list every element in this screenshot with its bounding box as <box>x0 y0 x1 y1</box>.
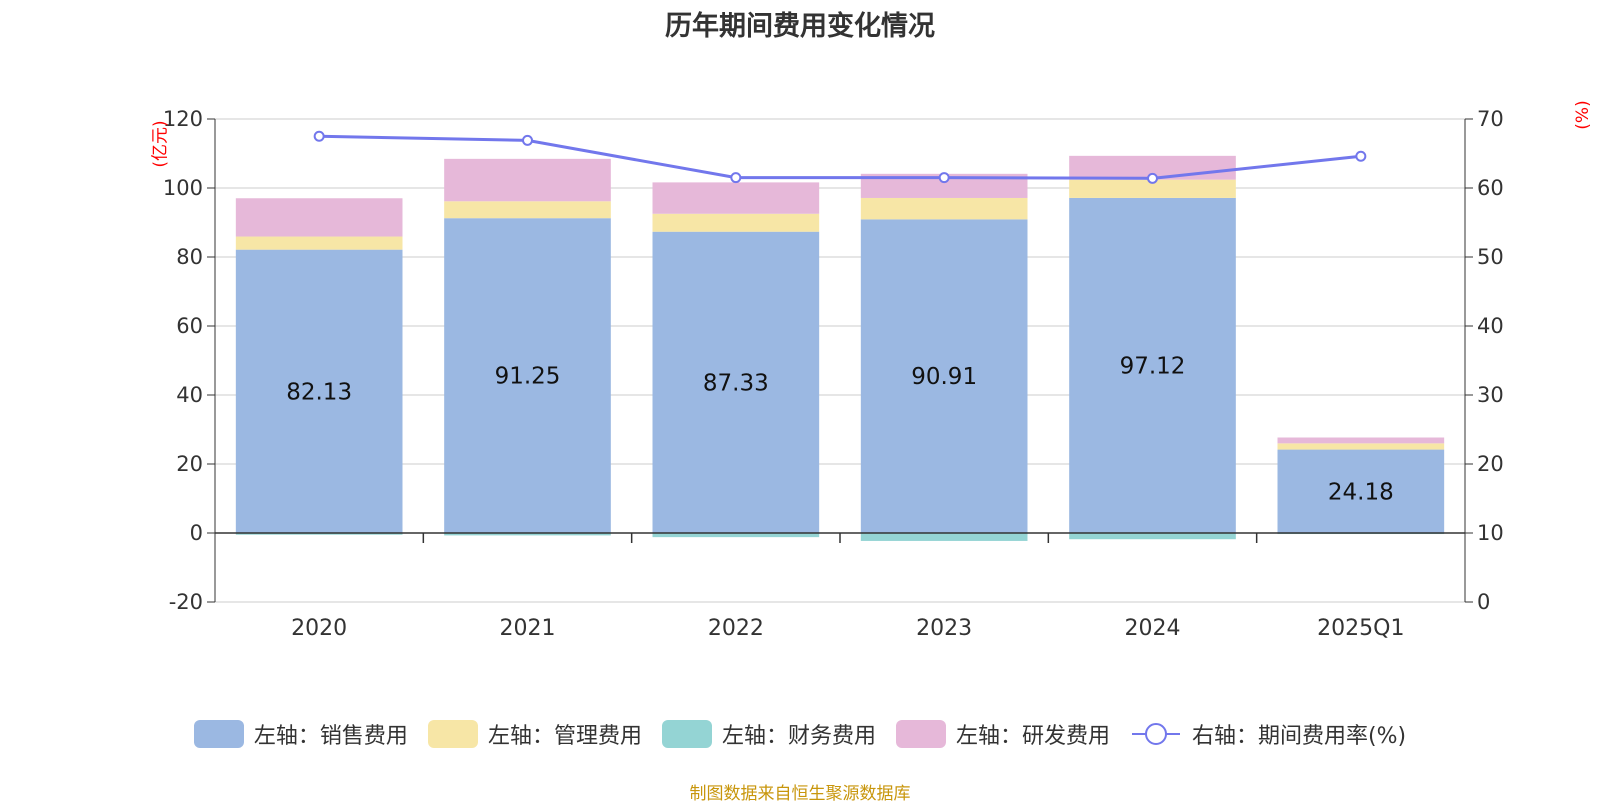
bar-segment <box>652 182 820 214</box>
x-axis-tick-label: 2025Q1 <box>1317 616 1404 641</box>
bar-value-label: 91.25 <box>495 364 561 390</box>
rate-line <box>319 134 1361 180</box>
bar-value-label: 97.12 <box>1120 353 1186 379</box>
rate-point <box>1147 172 1158 184</box>
legend-item[interactable]: 右轴：期间费用率(%) <box>1130 718 1406 750</box>
legend-item[interactable]: 左轴：管理费用 <box>427 718 642 750</box>
x-axis-tick-label: 2022 <box>708 616 764 641</box>
left-axis-tick-label: 40 <box>176 383 203 407</box>
bar-segment <box>652 213 820 232</box>
legend-label: 左轴：研发费用 <box>955 724 1110 749</box>
bar-segment <box>235 533 403 535</box>
rate-point <box>522 134 533 146</box>
rate-point <box>730 172 742 184</box>
bar-segment <box>860 219 1028 533</box>
legend-item[interactable]: 左轴：财务费用 <box>661 718 876 750</box>
bar-segment <box>1277 449 1445 533</box>
legend-swatch <box>193 720 244 748</box>
x-axis-tick-label: 2023 <box>916 616 972 641</box>
bar-segment <box>1277 443 1445 450</box>
left-axis-tick-label: 0 <box>190 521 203 545</box>
legend-swatch <box>427 720 478 748</box>
bar-segment <box>652 533 820 538</box>
legend-swatch <box>661 720 712 748</box>
right-axis-tick-label: 70 <box>1477 107 1504 131</box>
right-axis-tick-label: 0 <box>1477 590 1490 614</box>
bar-value-label: 82.13 <box>286 379 352 405</box>
right-axis-tick-label: 40 <box>1477 314 1504 338</box>
bar-segment <box>1069 179 1236 198</box>
bar-segment <box>652 231 820 534</box>
legend-label: 左轴：管理费用 <box>487 724 642 749</box>
legend-label: 右轴：期间费用率(%) <box>1191 724 1407 749</box>
data-source-note: 制图数据来自恒生聚源数据库 <box>689 784 911 804</box>
right-axis-tick-label: 10 <box>1477 521 1504 545</box>
left-axis-tick-label: 80 <box>176 245 203 269</box>
bar-segment <box>444 218 611 533</box>
bar-segment <box>1069 197 1236 533</box>
bar-segment <box>444 533 611 536</box>
right-axis-unit: (%) <box>1573 100 1593 130</box>
left-axis-tick-label: 100 <box>163 176 203 200</box>
bar-segment <box>235 198 403 237</box>
bar-segment <box>444 201 611 219</box>
x-axis-tick-label: 2024 <box>1125 616 1181 641</box>
bar-value-label: 24.18 <box>1328 479 1394 505</box>
rate-point <box>313 130 325 142</box>
legend-item[interactable]: 左轴：研发费用 <box>895 718 1110 750</box>
legend-item[interactable]: 左轴：销售费用 <box>193 718 408 750</box>
rate-point <box>938 172 950 184</box>
legend-label: 左轴：销售费用 <box>253 724 408 749</box>
legend-swatch <box>895 720 946 748</box>
legend-label: 左轴：财务费用 <box>721 724 876 749</box>
chart-title: 历年期间费用变化情况 <box>665 11 935 42</box>
left-axis-tick-label: -20 <box>169 590 203 614</box>
rate-point <box>1355 150 1367 162</box>
x-axis-tick-label: 2021 <box>500 616 556 641</box>
left-axis-unit: (亿元) <box>150 120 171 168</box>
bar-segment <box>235 249 403 534</box>
bar-segment <box>235 236 403 250</box>
bar-segment <box>1069 533 1236 540</box>
left-axis-tick-label: 120 <box>163 107 203 131</box>
bar-segment <box>860 197 1028 220</box>
right-axis-tick-label: 60 <box>1477 176 1504 200</box>
right-axis-tick-label: 20 <box>1477 452 1504 476</box>
bar-segment <box>444 158 611 202</box>
left-axis-tick-label: 60 <box>176 314 203 338</box>
left-axis-tick-label: 20 <box>176 452 203 476</box>
bar-value-label: 87.33 <box>703 370 769 396</box>
bar-value-label: 90.91 <box>911 364 977 390</box>
right-axis-tick-label: 50 <box>1477 245 1504 269</box>
bar-segment <box>1277 437 1445 444</box>
x-axis-tick-label: 2020 <box>291 616 347 641</box>
chart-legend: 左轴：销售费用 左轴：管理费用 左轴：财务费用 左轴：研发费用 右轴：期间费用率(%) <box>0 718 1600 750</box>
legend-line-icon <box>1131 723 1180 745</box>
bar-segment <box>860 533 1028 541</box>
right-axis-tick-label: 30 <box>1477 383 1504 407</box>
